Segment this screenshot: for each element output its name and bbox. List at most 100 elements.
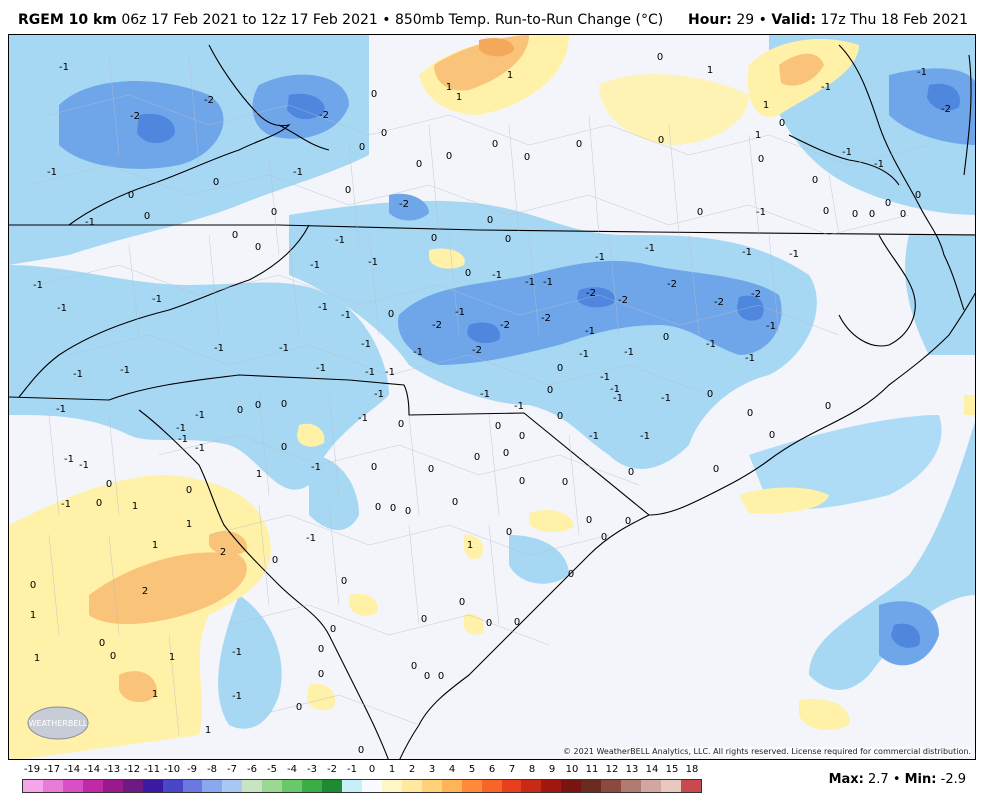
color-scale-tick: 1 xyxy=(388,764,396,775)
value-label: 0 xyxy=(438,671,444,682)
color-scale-tick: 11 xyxy=(585,764,599,775)
max-value: 2.7 xyxy=(868,772,889,787)
value-label: 0 xyxy=(128,190,134,201)
value-label: -1 xyxy=(917,67,927,78)
color-scale-swatch xyxy=(322,780,342,792)
color-scale-ticks: -19 -17 -14 -14 -13 -12 -11 -10 -9 -8 -7 -6 -5 -4 -3 -2… xyxy=(22,764,702,778)
value-label: 0 xyxy=(281,442,287,453)
color-scale-swatch xyxy=(62,780,83,792)
valid-info: Hour: 29 • Valid: 17z Thu 18 Feb 2021 xyxy=(688,12,968,28)
ga-sc-border xyxy=(138,409,389,759)
value-label: 0 xyxy=(381,128,387,139)
weatherbell-logo: WEATHERBELL xyxy=(23,703,93,743)
value-label: 0 xyxy=(707,389,713,400)
value-label: 1 xyxy=(152,689,158,700)
value-label: 0 xyxy=(411,661,417,672)
value-label: -1 xyxy=(176,423,186,434)
value-label: 0 xyxy=(562,477,568,488)
color-scale-tick: 7 xyxy=(508,764,516,775)
value-label: 0 xyxy=(318,644,324,655)
color-scale-swatch xyxy=(222,780,243,792)
color-scale-swatch xyxy=(661,780,681,792)
color-scale-bar xyxy=(22,779,702,793)
value-label: -1 xyxy=(600,372,610,383)
color-scale-swatch xyxy=(162,780,183,792)
value-label: 0 xyxy=(213,177,219,188)
value-label: -1 xyxy=(73,369,83,380)
value-label: -1 xyxy=(59,62,69,73)
color-scale-swatch xyxy=(441,780,462,792)
value-label: -2 xyxy=(472,345,482,356)
va-nc-border xyxy=(9,224,975,236)
color-scale-tick: -14 xyxy=(63,764,81,775)
value-label: 0 xyxy=(345,185,351,196)
color-scale-tick: 10 xyxy=(565,764,579,775)
value-label: -1 xyxy=(455,307,465,318)
pamlico-sound xyxy=(838,234,916,347)
value-label: 2 xyxy=(220,547,226,558)
svg-text:WEATHERBELL: WEATHERBELL xyxy=(29,719,88,728)
color-scale-swatch xyxy=(421,780,442,792)
value-label: -2 xyxy=(541,313,551,324)
delmarva-coast xyxy=(963,54,972,176)
value-label: -1 xyxy=(374,389,384,400)
value-label: -1 xyxy=(120,365,130,376)
value-label: 0 xyxy=(375,502,381,513)
value-label: 0 xyxy=(900,209,906,220)
color-scale: -19 -17 -14 -14 -13 -12 -11 -10 -9 -8 -7 -6 -5 -4 -3 -2… xyxy=(22,764,702,800)
color-scale-swatch xyxy=(641,780,661,792)
color-scale-tick: -10 xyxy=(163,764,181,775)
value-label: -1 xyxy=(57,303,67,314)
color-scale-tick: 4 xyxy=(448,764,456,775)
value-label: 0 xyxy=(628,467,634,478)
value-label: -1 xyxy=(56,404,66,415)
value-label: 0 xyxy=(255,400,261,411)
value-label: -1 xyxy=(745,353,755,364)
value-label: -1 xyxy=(640,431,650,442)
value-label: 1 xyxy=(456,92,462,103)
map-title: RGEM 10 km 06z 17 Feb 2021 to 12z 17 Feb… xyxy=(18,12,663,28)
value-label: 0 xyxy=(769,430,775,441)
min-value: -2.9 xyxy=(940,772,966,787)
value-label: -1 xyxy=(64,454,74,465)
color-scale-tick: 2 xyxy=(408,764,416,775)
color-scale-tick: -1 xyxy=(347,764,357,775)
value-label: 0 xyxy=(885,198,891,209)
value-label: 0 xyxy=(416,159,422,170)
value-label: -1 xyxy=(543,277,553,288)
value-label: 0 xyxy=(398,419,404,430)
value-label: -2 xyxy=(586,288,596,299)
value-label: -1 xyxy=(61,499,71,510)
value-label: 0 xyxy=(915,190,921,201)
value-label: 0 xyxy=(812,175,818,186)
value-label: 0 xyxy=(359,142,365,153)
value-label: 1 xyxy=(446,82,452,93)
value-label: -1 xyxy=(842,147,852,158)
value-label: -1 xyxy=(195,443,205,454)
value-label: -2 xyxy=(204,95,214,106)
color-scale-tick: 12 xyxy=(605,764,619,775)
county-lines xyxy=(28,54,930,736)
value-label: -1 xyxy=(79,460,89,471)
color-scale-tick: -6 xyxy=(247,764,257,775)
color-scale-swatch xyxy=(481,780,502,792)
value-label: -1 xyxy=(585,326,595,337)
value-label: 0 xyxy=(330,624,336,635)
value-label: 0 xyxy=(852,209,858,220)
value-label: 0 xyxy=(758,154,764,165)
color-scale-tick: -5 xyxy=(267,764,277,775)
value-label: 0 xyxy=(557,363,563,374)
value-label: 1 xyxy=(169,652,175,663)
value-label: -1 xyxy=(33,280,43,291)
value-label: -1 xyxy=(789,249,799,260)
value-label: -1 xyxy=(413,347,423,358)
value-label: -1 xyxy=(306,533,316,544)
value-label: 0 xyxy=(713,464,719,475)
boundaries-layer xyxy=(9,44,975,759)
color-scale-swatch xyxy=(82,780,103,792)
value-label: -2 xyxy=(714,297,724,308)
map-panel: -1 -2 -2 -2 -1 0 0 -1 0 -1 0 0 -2 0 0 1 1 1 0 0 0 0 0 0 0 0 1 1 1 0 0-… xyxy=(8,34,976,760)
value-label: 0 xyxy=(390,503,396,514)
color-scale-tick: -9 xyxy=(187,764,197,775)
value-label: 1 xyxy=(205,725,211,736)
